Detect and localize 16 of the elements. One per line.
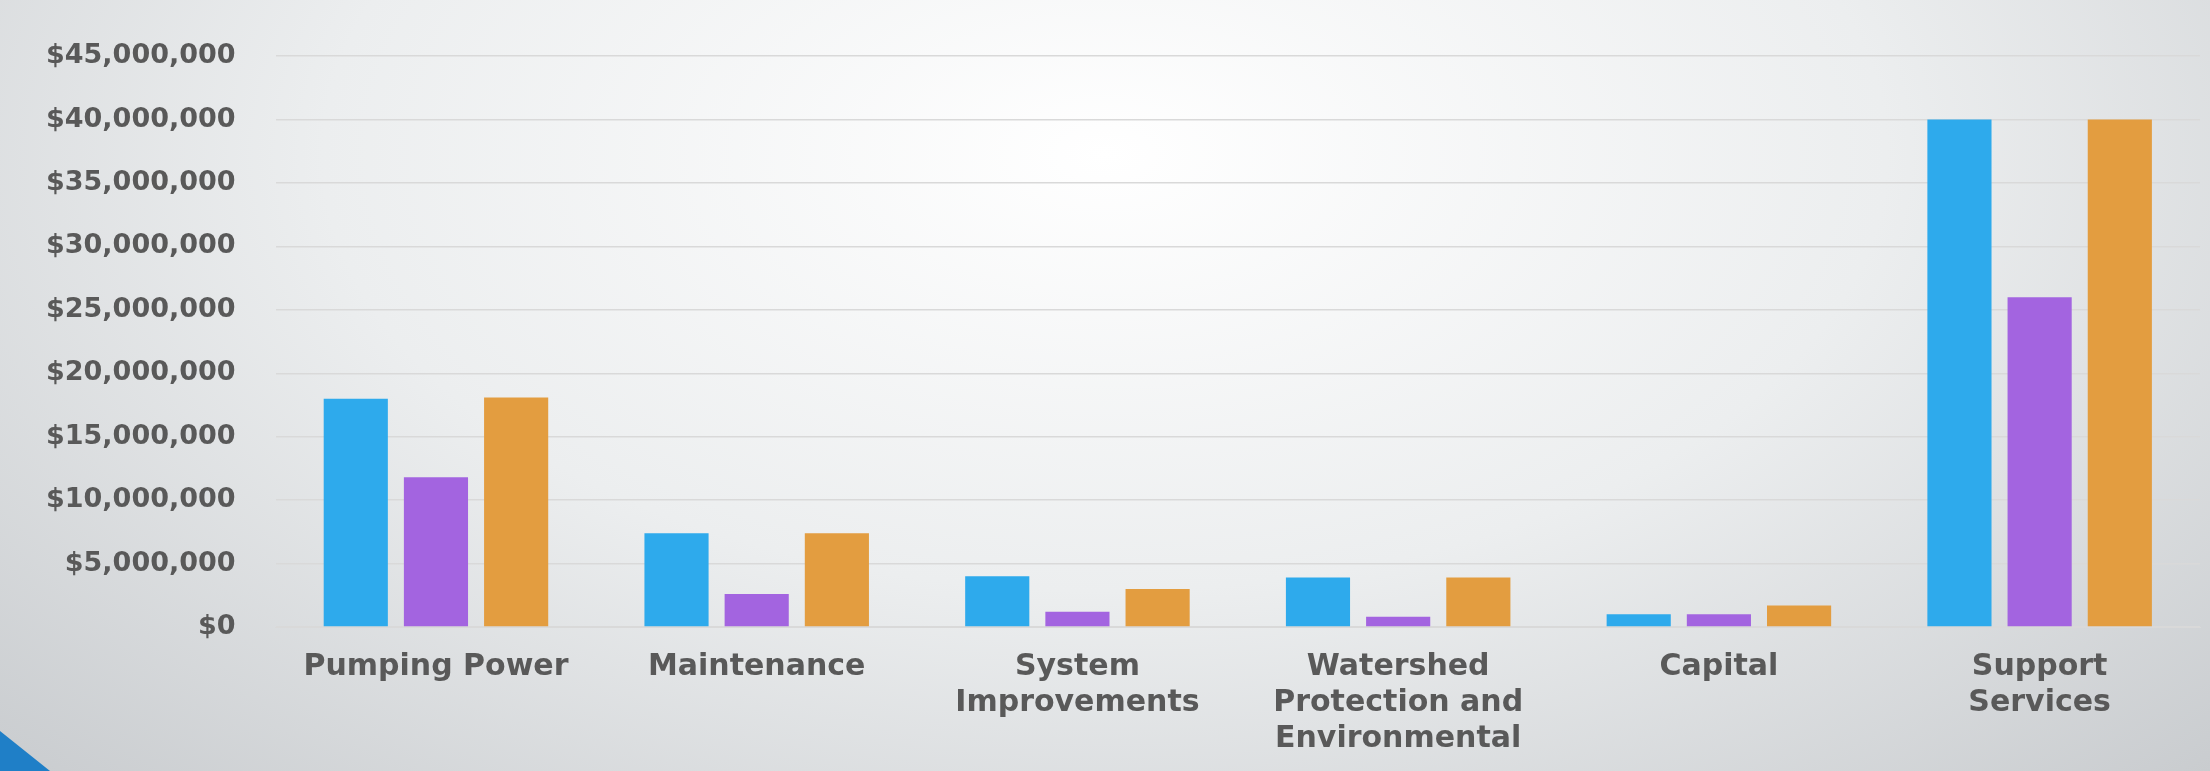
y-tick-label: $0 [198, 609, 236, 641]
x-tick-label: Maintenance [647, 646, 866, 682]
y-tick-label: $5,000,000 [64, 545, 236, 577]
y-tick-label: $45,000,000 [46, 38, 236, 70]
x-tick-label: Support Services [1968, 646, 2111, 718]
x-tick-label: Watershed Protection and Environmental [1273, 646, 1524, 754]
y-tick-label: $30,000,000 [46, 228, 236, 260]
y-tick-label: $20,000,000 [46, 355, 236, 387]
x-tick-label: System Improvements [955, 646, 1200, 718]
y-tick-label: $10,000,000 [46, 482, 236, 514]
y-tick-label: $40,000,000 [46, 101, 236, 133]
y-tick-label: $25,000,000 [46, 291, 236, 323]
y-tick-label: $15,000,000 [46, 418, 236, 450]
x-tick-label: Capital [1659, 646, 1779, 682]
y-tick-label: $35,000,000 [46, 165, 236, 197]
x-tick-label: Pumping Power [303, 646, 569, 682]
